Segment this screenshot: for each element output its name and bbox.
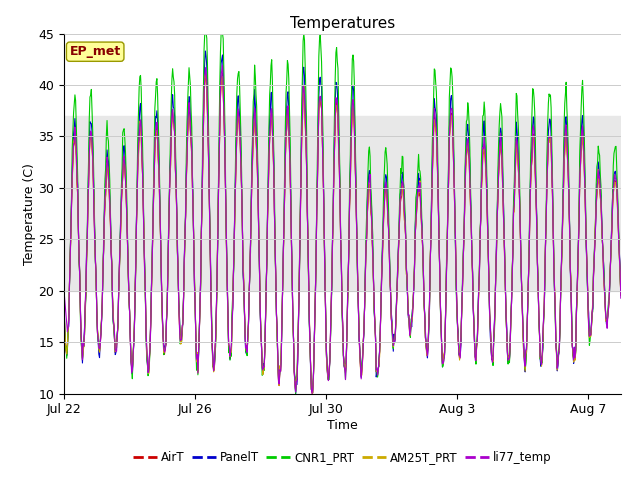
AM25T_PRT [309, 391, 317, 396]
li77_temp [308, 391, 316, 396]
Line: AirT: AirT [64, 72, 621, 393]
PanelT [60, 296, 68, 301]
li77_temp [487, 338, 495, 344]
CNR1_PRT [135, 85, 143, 91]
CNR1_PRT [292, 391, 300, 396]
AM25T_PRT [173, 210, 180, 216]
PanelT [124, 238, 131, 244]
li77_temp [173, 207, 180, 213]
AirT [487, 341, 495, 347]
PanelT [350, 88, 358, 94]
X-axis label: Time: Time [327, 419, 358, 432]
li77_temp [135, 137, 143, 143]
PanelT [135, 120, 143, 125]
li77_temp [617, 295, 625, 301]
PanelT [173, 208, 180, 214]
PanelT [397, 188, 404, 194]
Bar [64, 116, 621, 291]
CNR1_PRT [124, 235, 131, 241]
CNR1_PRT [201, 31, 209, 36]
AirT [309, 390, 317, 396]
PanelT [617, 292, 625, 298]
PanelT [202, 48, 209, 54]
AM25T_PRT [617, 293, 625, 299]
PanelT [292, 391, 300, 396]
Line: AM25T_PRT: AM25T_PRT [64, 73, 621, 394]
AirT [617, 292, 625, 298]
AirT [350, 111, 358, 117]
AM25T_PRT [202, 71, 209, 76]
CNR1_PRT [487, 340, 495, 346]
Text: EP_met: EP_met [70, 45, 121, 58]
li77_temp [219, 62, 227, 68]
AM25T_PRT [487, 342, 495, 348]
Legend: AirT, PanelT, CNR1_PRT, AM25T_PRT, li77_temp: AirT, PanelT, CNR1_PRT, AM25T_PRT, li77_… [128, 446, 557, 469]
AirT [124, 241, 131, 247]
AirT [135, 133, 143, 139]
CNR1_PRT [397, 166, 404, 171]
AM25T_PRT [135, 136, 143, 142]
AM25T_PRT [397, 193, 404, 199]
AirT [60, 298, 68, 304]
Line: li77_temp: li77_temp [64, 65, 621, 394]
li77_temp [350, 104, 358, 109]
AirT [397, 197, 404, 203]
CNR1_PRT [350, 59, 358, 64]
Y-axis label: Temperature (C): Temperature (C) [22, 163, 36, 264]
PanelT [487, 346, 495, 351]
CNR1_PRT [617, 289, 625, 295]
li77_temp [60, 288, 68, 294]
Title: Temperatures: Temperatures [290, 16, 395, 31]
AM25T_PRT [350, 114, 358, 120]
Line: PanelT: PanelT [64, 51, 621, 394]
CNR1_PRT [173, 211, 180, 216]
AirT [202, 69, 209, 75]
Line: CNR1_PRT: CNR1_PRT [64, 34, 621, 394]
li77_temp [397, 193, 404, 199]
AM25T_PRT [60, 299, 68, 305]
li77_temp [124, 240, 131, 245]
AirT [173, 210, 180, 216]
CNR1_PRT [60, 300, 68, 305]
AM25T_PRT [124, 241, 131, 247]
